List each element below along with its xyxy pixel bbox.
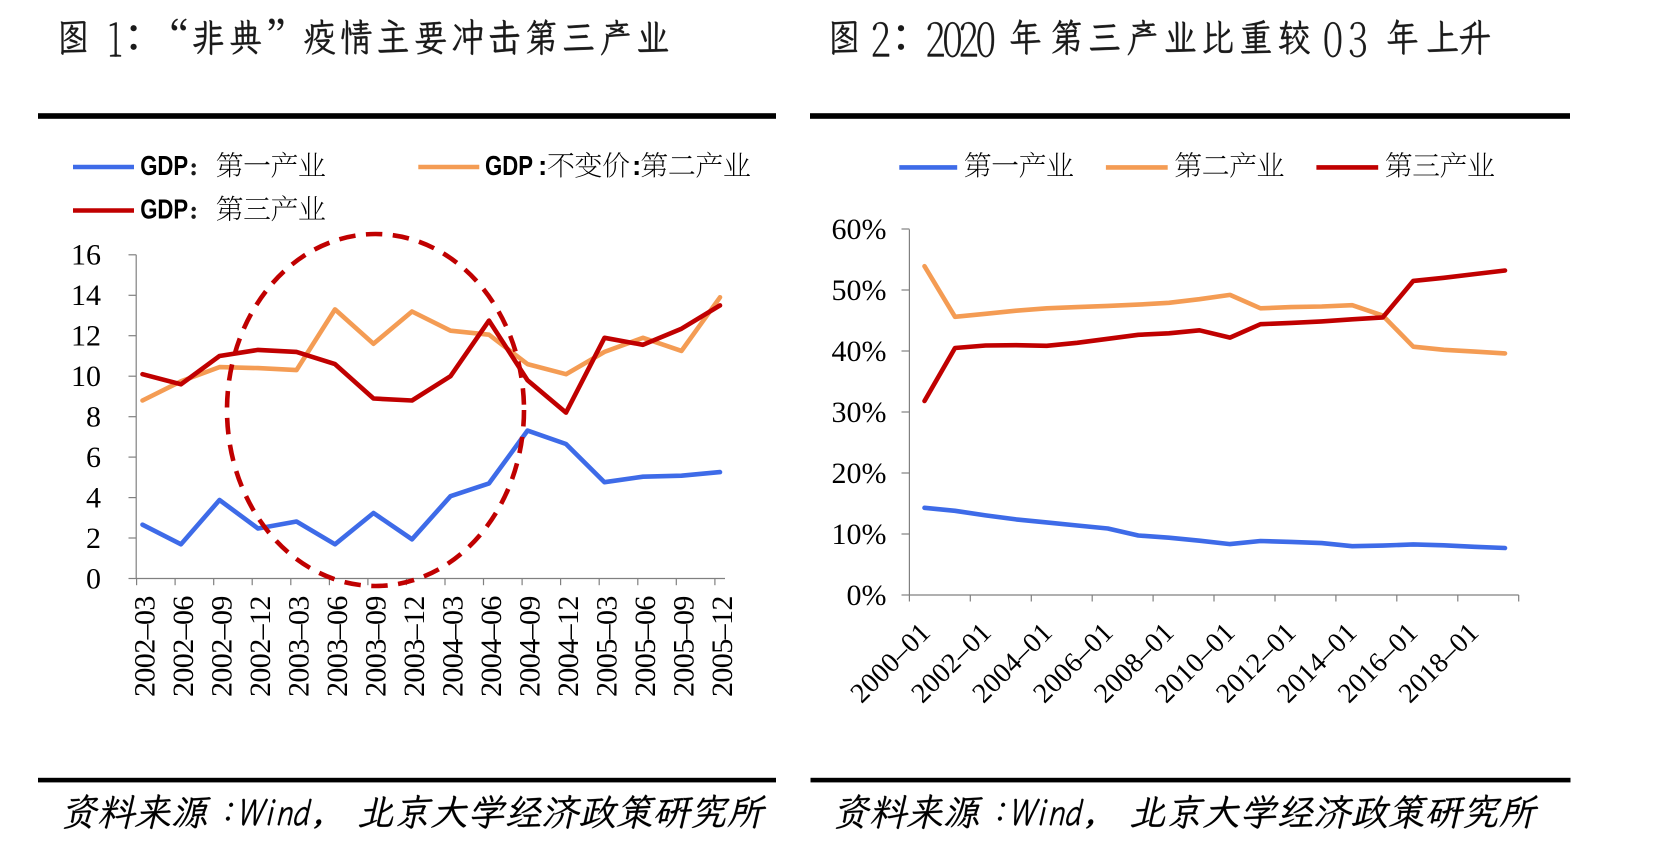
- svg-text:2002–03: 2002–03: [128, 596, 161, 697]
- svg-text:12: 12: [71, 320, 101, 353]
- svg-text:0: 0: [86, 562, 101, 595]
- svg-text:2004–09: 2004–09: [513, 596, 546, 697]
- svg-text:0%: 0%: [847, 579, 887, 612]
- svg-text:60%: 60%: [832, 213, 887, 246]
- svg-text:2002–12: 2002–12: [244, 596, 277, 697]
- svg-text:50%: 50%: [832, 274, 887, 307]
- svg-text:2005–06: 2005–06: [629, 596, 662, 697]
- svg-text:2004–12: 2004–12: [552, 596, 585, 697]
- svg-text:2: 2: [86, 522, 101, 555]
- svg-text:16: 16: [71, 239, 101, 272]
- svg-text:6: 6: [86, 441, 101, 474]
- svg-text:4: 4: [86, 481, 101, 514]
- svg-text:GDP: GDP: [485, 150, 533, 181]
- svg-text:2003–09: 2003–09: [359, 596, 392, 697]
- svg-text::: :: [538, 150, 547, 181]
- svg-text:20%: 20%: [832, 457, 887, 490]
- svg-text:GDP: GDP: [140, 150, 188, 181]
- svg-text:2005–03: 2005–03: [590, 596, 623, 697]
- svg-text:GDP: GDP: [140, 194, 188, 225]
- svg-text:8: 8: [86, 401, 101, 434]
- svg-text:40%: 40%: [832, 335, 887, 368]
- svg-text:14: 14: [71, 279, 101, 312]
- svg-text:2005–09: 2005–09: [667, 596, 700, 697]
- svg-text:2004–06: 2004–06: [475, 596, 508, 697]
- svg-text:2003–03: 2003–03: [282, 596, 315, 697]
- svg-text:10: 10: [71, 360, 101, 393]
- svg-text:2003–12: 2003–12: [398, 596, 431, 697]
- svg-text:2004–03: 2004–03: [436, 596, 469, 697]
- svg-text:2005–12: 2005–12: [706, 596, 739, 697]
- svg-text:30%: 30%: [832, 396, 887, 429]
- svg-text:10%: 10%: [832, 518, 887, 551]
- svg-text:2002–06: 2002–06: [167, 596, 200, 697]
- svg-text::: :: [632, 150, 641, 181]
- svg-text:2002–09: 2002–09: [205, 596, 238, 697]
- svg-text:2003–06: 2003–06: [321, 596, 354, 697]
